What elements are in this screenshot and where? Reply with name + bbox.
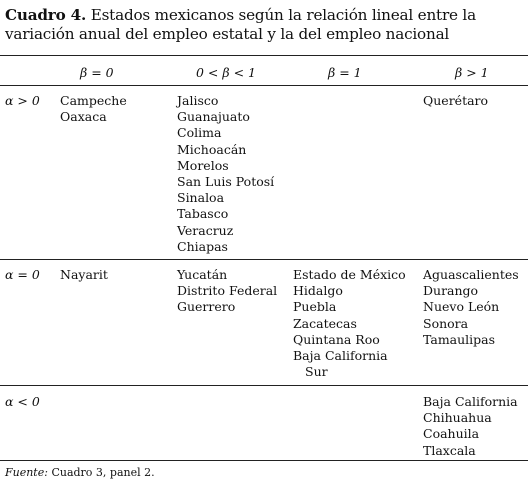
state-name: Tamaulipas [423, 331, 496, 347]
row-label-alpha-negative: α < 0 [5, 394, 40, 409]
state-name: Distrito Federal [177, 283, 278, 299]
source-label: Fuente: [5, 466, 48, 479]
state-name: Sinaloa [177, 190, 225, 206]
state-name: Baja California [293, 348, 388, 364]
state-name: Michoacán [177, 141, 247, 157]
state-name: Tabasco [177, 206, 229, 222]
state-name: Guerrero [177, 299, 236, 315]
state-name-continuation: Sur [305, 364, 328, 380]
cell-r2-c2: Yucatán Distrito Federal Guerrero [177, 267, 277, 316]
state-name: Coahuila [423, 426, 480, 442]
state-name: Sonora [423, 315, 469, 331]
source-note: Fuente: Cuadro 3, panel 2. [5, 466, 155, 479]
state-name: Quintana Roo [293, 331, 380, 347]
table-title: Cuadro 4. Estados mexicanos según la rel… [5, 6, 527, 44]
table-number: Cuadro 4. [5, 6, 87, 24]
state-name: Veracruz [177, 222, 234, 238]
row-label-alpha-positive: α > 0 [5, 93, 40, 108]
state-name: Tlaxcala [423, 442, 476, 458]
state-name: Aguascalientes [423, 267, 519, 282]
cell-r1-c4: Querétaro [423, 93, 488, 109]
state-name: Colima [177, 125, 222, 141]
state-name: Durango [423, 283, 479, 299]
row-label-alpha-zero: α = 0 [5, 267, 40, 282]
state-name: Morelos [177, 157, 229, 173]
state-name: Baja California [423, 394, 518, 409]
row-rule-2 [0, 385, 528, 386]
state-name: Campeche [60, 93, 127, 108]
state-name: Zacatecas [293, 315, 357, 331]
header-rule [0, 85, 528, 86]
state-name: Puebla [293, 299, 337, 315]
bottom-rule [0, 460, 528, 461]
state-name: Hidalgo [293, 283, 343, 299]
state-name: Guanajuato [177, 109, 250, 125]
col-header-beta-between: 0 < β < 1 [196, 65, 256, 80]
state-name: Yucatán [177, 267, 228, 282]
top-rule [0, 55, 528, 56]
cell-r1-c1: Campeche Oaxaca [60, 93, 127, 125]
state-name: Nayarit [60, 267, 108, 282]
state-name: Jalisco [177, 93, 219, 108]
source-text: Cuadro 3, panel 2. [47, 466, 155, 479]
col-header-beta-1: β = 1 [328, 65, 362, 80]
state-name: Nuevo León [423, 299, 500, 315]
state-name: San Luis Potosí [177, 174, 275, 190]
state-name: Querétaro [423, 93, 489, 108]
state-name: Estado de México [293, 267, 406, 282]
state-name: Chiapas [177, 238, 228, 254]
state-name: Oaxaca [60, 109, 107, 125]
cell-r2-c4: Aguascalientes Durango Nuevo León Sonora… [423, 267, 519, 348]
col-header-beta-0: β = 0 [80, 65, 114, 80]
state-name: Chihuahua [423, 410, 492, 426]
cell-r1-c2: Jalisco Guanajuato Colima Michoacán More… [177, 93, 274, 255]
table-caption: Estados mexicanos según la relación line… [5, 6, 476, 43]
cell-r2-c3: Estado de México Hidalgo Puebla Zacateca… [293, 267, 406, 380]
col-header-beta-gt-1: β > 1 [455, 65, 489, 80]
row-rule-1 [0, 259, 528, 260]
cell-r2-c1: Nayarit [60, 267, 108, 283]
cell-r3-c4: Baja California Chihuahua Coahuila Tlaxc… [423, 394, 518, 459]
